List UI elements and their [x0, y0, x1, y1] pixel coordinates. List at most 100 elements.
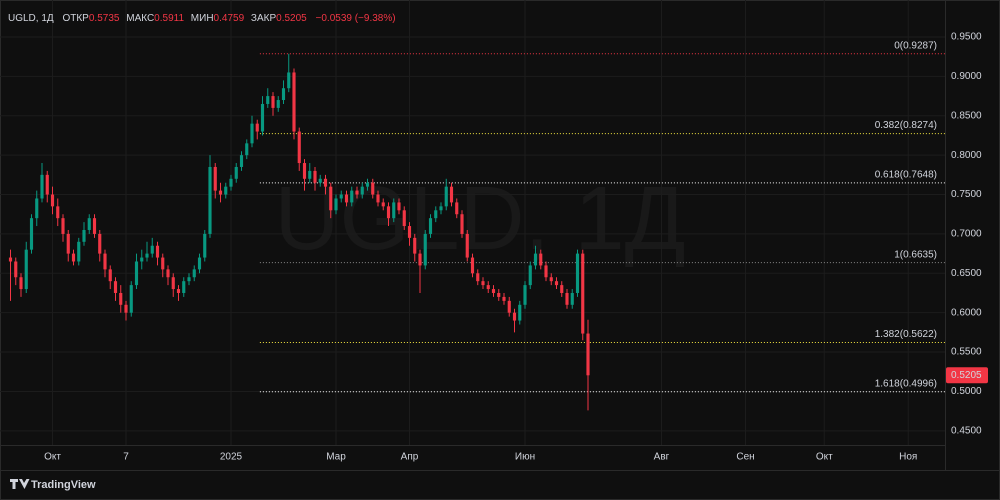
candle-body: [45, 174, 49, 195]
candle-body: [35, 198, 39, 219]
candle-body: [360, 186, 364, 195]
y-tick-label: 0.9500: [951, 32, 982, 43]
candle-body: [418, 253, 422, 266]
candle-body: [224, 186, 228, 195]
candle-body: [581, 253, 585, 334]
candle-body: [518, 304, 522, 321]
fib-label: 1(0.6635): [894, 249, 937, 260]
candle-body: [334, 198, 338, 211]
candle-body: [297, 131, 301, 164]
x-tick-label: 7: [123, 452, 129, 463]
fib-label: 0(0.9287): [894, 40, 937, 51]
candle-body: [208, 166, 212, 234]
candle-body: [481, 281, 485, 286]
candle-body: [292, 72, 296, 132]
candle-body: [229, 178, 233, 187]
candle-body: [329, 186, 333, 211]
close-label: ЗАКР: [251, 13, 277, 24]
candle-body: [497, 292, 501, 297]
candle-body: [56, 206, 60, 219]
brand-icon: [10, 479, 30, 489]
candle-body: [371, 182, 375, 195]
candle-body: [402, 210, 406, 227]
candle-body: [8, 257, 13, 262]
fib-label: 1.382(0.5622): [875, 329, 937, 340]
candle-body: [544, 265, 548, 278]
candle-body: [29, 218, 34, 250]
candle-body: [365, 182, 370, 187]
candle-body: [486, 285, 490, 290]
candle-body: [308, 170, 312, 179]
y-tick-label: 0.7500: [951, 189, 982, 200]
x-tick-label: Авг: [654, 452, 670, 463]
candle-body: [491, 289, 496, 293]
candle-body: [166, 269, 170, 278]
candle-body: [171, 277, 175, 290]
candle-body: [77, 241, 81, 262]
candle-body: [523, 285, 527, 305]
candle-body: [476, 273, 480, 282]
candle-body: [82, 229, 86, 242]
candle-body: [50, 194, 55, 207]
candle-body: [392, 202, 396, 219]
candle-body: [339, 194, 343, 199]
watermark: UGLD, 1Д: [274, 169, 685, 269]
candle-body: [287, 72, 291, 89]
candle-body: [129, 285, 133, 313]
x-tick-label: 2025: [220, 452, 243, 463]
low-value: 0.4759: [214, 13, 245, 24]
y-tick-label: 0.7000: [951, 229, 982, 240]
candle-body: [24, 249, 28, 290]
candle-body: [19, 277, 23, 290]
y-tick-label: 0.4500: [951, 425, 982, 436]
candle-body: [381, 202, 385, 207]
candle-body: [266, 96, 270, 104]
candle-body: [276, 100, 280, 108]
candle-body: [575, 253, 580, 293]
candle-body: [182, 281, 186, 293]
candle-body: [313, 170, 317, 183]
y-tick-label: 0.6500: [951, 268, 982, 279]
candle-body: [161, 257, 165, 270]
candle-body: [61, 218, 65, 234]
last-price-label: 0.5205: [951, 370, 982, 381]
candle-body: [318, 178, 322, 183]
candle-body: [350, 190, 354, 203]
candle-body: [560, 285, 564, 293]
chart-header: UGLD, 1Д ОТКР0.5735 МАКС0.5911 МИН0.4759…: [8, 13, 396, 24]
x-tick-label: Сен: [736, 452, 754, 463]
candle-body: [197, 257, 202, 270]
candle-body: [439, 206, 443, 211]
candle-body: [455, 202, 459, 215]
y-tick-label: 0.5500: [951, 347, 982, 358]
candle-body: [155, 245, 160, 258]
last-price-box: [946, 367, 988, 384]
y-tick-label: 0.6000: [951, 307, 982, 318]
y-tick-label: 0.8500: [951, 110, 982, 121]
candle-body: [255, 123, 259, 132]
candle-body: [586, 333, 590, 376]
close-value: 0.5205: [276, 13, 307, 24]
candle-body: [397, 202, 401, 211]
y-tick-label: 0.9000: [951, 71, 982, 82]
x-tick-label: Окт: [44, 452, 61, 463]
candle-body: [98, 233, 102, 254]
candle-body: [40, 174, 44, 199]
high-value: 0.5911: [154, 13, 184, 24]
candle-body: [213, 166, 217, 191]
candle-body: [187, 277, 191, 282]
candle-body: [234, 166, 238, 179]
candle-body: [140, 257, 144, 262]
candle-body: [449, 186, 454, 203]
candle-body: [218, 190, 223, 195]
candle-body: [71, 253, 76, 262]
candle-body: [192, 269, 196, 278]
candle-body: [250, 123, 254, 144]
candle-body: [150, 245, 154, 254]
candle-body: [176, 289, 181, 293]
x-tick-label: Мар: [326, 452, 346, 463]
fib-label: 0.618(0.7648): [875, 170, 937, 181]
candle-body: [344, 194, 349, 203]
candle-body: [502, 296, 506, 301]
